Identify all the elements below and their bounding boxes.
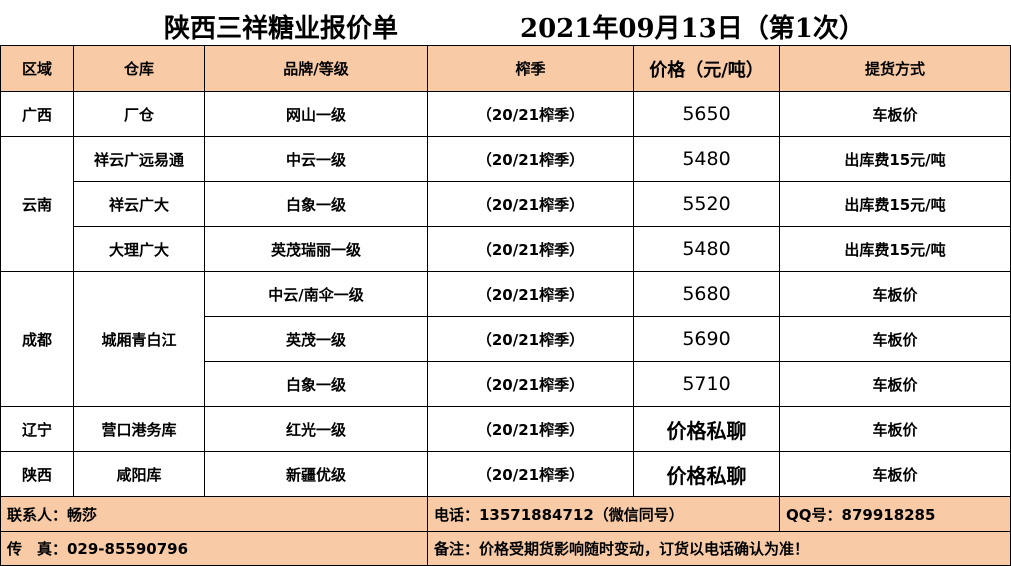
warehouse-cell: 祥云广远易通	[74, 137, 205, 182]
header-delivery: 提货方式	[780, 46, 1011, 92]
delivery-cell: 出库费15元/吨	[780, 137, 1011, 182]
warehouse-cell: 厂仓	[74, 92, 205, 137]
delivery-cell: 车板价	[780, 407, 1011, 452]
price-cell: 5710	[634, 362, 780, 407]
brand-cell: 英茂瑞丽一级	[205, 227, 428, 272]
delivery-cell: 车板价	[780, 452, 1011, 497]
warehouse-cell: 祥云广大	[74, 182, 205, 227]
price-cell: 5680	[634, 272, 780, 317]
region-cell: 辽宁	[0, 407, 74, 452]
season-cell: （20/21榨季）	[428, 407, 634, 452]
delivery-cell: 车板价	[780, 317, 1011, 362]
price-cell: 5690	[634, 317, 780, 362]
sheet-title: 陕西三祥糖业报价单	[164, 14, 399, 44]
season-cell: （20/21榨季）	[428, 452, 634, 497]
title-bar: 陕西三祥糖业报价单 2021年09月13日（第1次）	[0, 0, 1011, 46]
footer-contact: 联系人：畅莎	[0, 497, 428, 532]
footer-phone: 电话：13571884712（微信同号）	[428, 497, 780, 532]
region-cell: 成都	[0, 272, 74, 407]
brand-cell: 白象一级	[205, 182, 428, 227]
season-cell: （20/21榨季）	[428, 272, 634, 317]
brand-cell: 白象一级	[205, 362, 428, 407]
price-cell: 5520	[634, 182, 780, 227]
header-brand: 品牌/等级	[205, 46, 428, 92]
sheet-date: 2021年09月13日（第1次）	[520, 14, 865, 44]
header-season: 榨季	[428, 46, 634, 92]
price-cell: 5480	[634, 227, 780, 272]
footer-qq: QQ号：879918285	[780, 497, 1011, 532]
brand-cell: 中云一级	[205, 137, 428, 182]
region-cell: 陕西	[0, 452, 74, 497]
warehouse-cell: 大理广大	[74, 227, 205, 272]
price-cell: 5480	[634, 137, 780, 182]
region-cell: 云南	[0, 137, 74, 272]
delivery-cell: 出库费15元/吨	[780, 182, 1011, 227]
footer-note: 备注：价格受期货影响随时变动，订货以电话确认为准！	[428, 532, 1011, 566]
price-cell: 价格私聊	[634, 452, 780, 497]
delivery-cell: 车板价	[780, 92, 1011, 137]
season-cell: （20/21榨季）	[428, 92, 634, 137]
season-cell: （20/21榨季）	[428, 182, 634, 227]
warehouse-cell: 城厢青白江	[74, 272, 205, 407]
brand-cell: 新疆优级	[205, 452, 428, 497]
footer-fax: 传 真：029-85590796	[0, 532, 428, 566]
header-warehouse: 仓库	[74, 46, 205, 92]
brand-cell: 红光一级	[205, 407, 428, 452]
brand-cell: 中云/南伞一级	[205, 272, 428, 317]
season-cell: （20/21榨季）	[428, 137, 634, 182]
warehouse-cell: 咸阳库	[74, 452, 205, 497]
header-region: 区域	[0, 46, 74, 92]
brand-cell: 网山一级	[205, 92, 428, 137]
season-cell: （20/21榨季）	[428, 227, 634, 272]
price-cell: 5650	[634, 92, 780, 137]
delivery-cell: 车板价	[780, 272, 1011, 317]
header-price: 价格（元/吨）	[634, 46, 780, 92]
delivery-cell: 车板价	[780, 362, 1011, 407]
season-cell: （20/21榨季）	[428, 362, 634, 407]
warehouse-cell: 营口港务库	[74, 407, 205, 452]
region-cell: 广西	[0, 92, 74, 137]
price-cell: 价格私聊	[634, 407, 780, 452]
delivery-cell: 出库费15元/吨	[780, 227, 1011, 272]
brand-cell: 英茂一级	[205, 317, 428, 362]
season-cell: （20/21榨季）	[428, 317, 634, 362]
